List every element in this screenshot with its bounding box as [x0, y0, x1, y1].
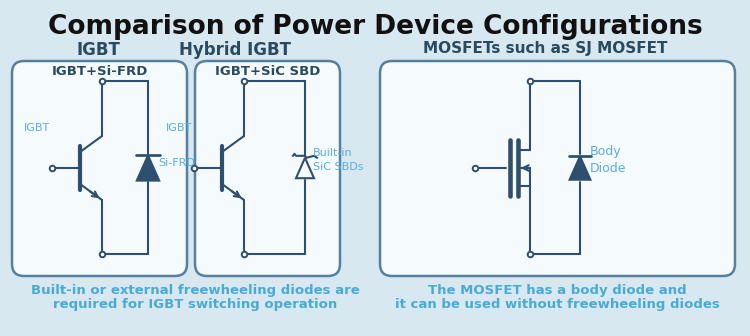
FancyBboxPatch shape — [12, 61, 187, 276]
Polygon shape — [569, 156, 590, 180]
Text: The MOSFET has a body diode and: The MOSFET has a body diode and — [427, 284, 686, 297]
Text: Hybrid IGBT: Hybrid IGBT — [179, 41, 291, 59]
Text: Si-FRD: Si-FRD — [158, 158, 195, 168]
Text: IGBT: IGBT — [76, 41, 120, 59]
Text: IGBT+SiC SBD: IGBT+SiC SBD — [215, 65, 321, 78]
FancyBboxPatch shape — [380, 61, 735, 276]
Text: MOSFETs such as SJ MOSFET: MOSFETs such as SJ MOSFET — [423, 41, 668, 56]
Text: Comparison of Power Device Configurations: Comparison of Power Device Configuration… — [48, 14, 702, 40]
Text: Body
Diode: Body Diode — [590, 145, 626, 175]
Text: IGBT: IGBT — [166, 123, 192, 133]
Text: Built-in or external freewheeling diodes are: Built-in or external freewheeling diodes… — [31, 284, 359, 297]
Text: IGBT: IGBT — [24, 123, 50, 133]
Text: IGBT+Si-FRD: IGBT+Si-FRD — [52, 65, 148, 78]
Text: it can be used without freewheeling diodes: it can be used without freewheeling diod… — [394, 298, 719, 311]
Text: required for IGBT switching operation: required for IGBT switching operation — [53, 298, 338, 311]
Polygon shape — [136, 155, 159, 181]
Text: Built-in
SiC SBDs: Built-in SiC SBDs — [313, 149, 364, 172]
FancyBboxPatch shape — [195, 61, 340, 276]
